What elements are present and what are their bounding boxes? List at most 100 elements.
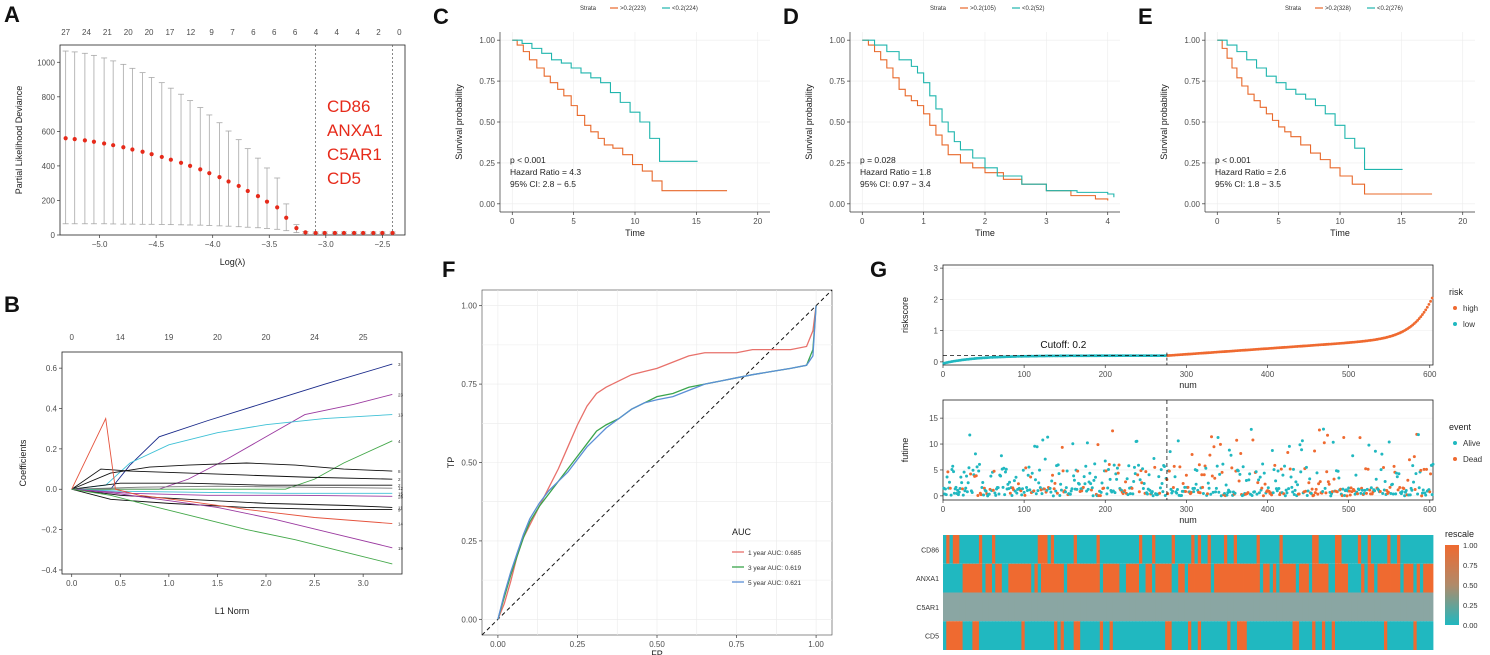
- panel-g2-futime-point: [1141, 467, 1145, 471]
- panel-g3-heat-cell: [1302, 621, 1306, 650]
- panel-g1-risk-point: [1419, 315, 1423, 319]
- panel-g3-heat-cell: [1243, 621, 1248, 650]
- panel-g3-heat-cell: [1210, 535, 1215, 564]
- panel-g3-heat-cell: [1223, 563, 1228, 593]
- panel-a-point: [255, 194, 261, 199]
- panel-a-frame: [59, 44, 406, 236]
- panel-g2-futime-point: [1317, 482, 1321, 486]
- panel-g3-heat-cell: [1240, 592, 1244, 622]
- panel-g3-heat-cell: [1197, 563, 1202, 593]
- panel-g3-heat-cell: [956, 563, 960, 593]
- panel-g2-futime-point: [977, 469, 981, 473]
- panel-g2-futime-point: [1261, 494, 1265, 498]
- panel-g3-heat-cell: [972, 535, 977, 564]
- km-E-ytick-label: 1.00: [1184, 36, 1200, 45]
- panel-g2-futime-point: [1210, 474, 1214, 478]
- panel-g3-heat-cell: [1122, 563, 1127, 593]
- panel-g2-futime-point: [1237, 479, 1241, 483]
- panel-b-coef-path-s5: [71, 462, 393, 490]
- panel-g3-heat-cell: [962, 563, 967, 593]
- panel-g3-heat-cell: [1112, 621, 1117, 650]
- panel-g3-heat-cell: [1321, 535, 1326, 564]
- panel-g2-futime-point: [1086, 487, 1090, 491]
- panel-g3-heat-cell: [1129, 563, 1133, 593]
- panel-g2-futime-point: [1055, 491, 1059, 495]
- panel-a-top-tick: 12: [186, 28, 195, 37]
- panel-g2-futime-point: [1386, 490, 1390, 494]
- panel-g3-heat-cell: [1041, 563, 1045, 593]
- panel-a-point: [63, 136, 68, 141]
- panel-g2-futime-point: [1316, 492, 1320, 496]
- panel-g3-heat-cell: [972, 621, 977, 650]
- panel-g3-heat-cell: [1139, 592, 1143, 622]
- panel-g2-futime-point: [965, 490, 969, 494]
- panel-g3-heat-cell: [1357, 563, 1362, 593]
- panel-g3-heat-cell: [1158, 563, 1163, 593]
- panel-g3-heat-cell: [1099, 621, 1104, 650]
- panel-g3-heat-cell: [982, 592, 986, 622]
- panel-g2-futime-point: [1356, 492, 1360, 496]
- panel-g3-heat-cell: [1286, 621, 1290, 650]
- panel-g3-heat-cell: [1263, 535, 1267, 564]
- panel-g3-heat-cell: [1233, 563, 1238, 593]
- panel-a-point: [121, 145, 126, 150]
- panel-a-ytick-label: 800: [42, 93, 56, 102]
- panel-g2-futime-point: [1028, 488, 1032, 492]
- panel-g2-futime-point: [1201, 485, 1205, 489]
- panel-g3-heat-cell: [1354, 563, 1359, 593]
- panel-a-point: [275, 205, 280, 210]
- panel-g3-heat-cell: [1351, 592, 1355, 622]
- panel-g2-futime-point: [1416, 492, 1420, 496]
- panel-g3-heat-cell: [1413, 621, 1418, 650]
- panel-g2-futime-point: [960, 481, 964, 485]
- panel-a-point: [284, 215, 289, 220]
- panel-g2-futime-point: [1173, 475, 1177, 479]
- panel-g2-futime-point: [1291, 467, 1295, 471]
- panel-g3-heat-cell: [1034, 535, 1039, 564]
- panel-g2-futime-point: [991, 488, 995, 492]
- panel-g2-futime-point: [1059, 482, 1063, 486]
- panel-g2-futime-point: [1389, 492, 1393, 496]
- panel-g3-heat-cell: [1122, 535, 1127, 564]
- panel-g2-futime-point: [1168, 450, 1172, 454]
- panel-f-xtick-label: 0.75: [729, 640, 745, 649]
- panel-g3-heat-cell: [998, 535, 1003, 564]
- panel-g3-heat-cell: [1220, 592, 1225, 622]
- panel-g3-heat-cell: [1312, 592, 1316, 622]
- panel-g2-futime-point: [1235, 438, 1239, 442]
- panel-g2-futime-point: [1287, 487, 1291, 491]
- panel-g3-heat-cell: [1384, 563, 1388, 593]
- panel-g3-heat-cell: [1129, 592, 1133, 622]
- panel-g3-heat-cell: [975, 563, 980, 593]
- panel-g2-futime-point: [1304, 489, 1308, 493]
- panel-g3-heat-cell: [1109, 592, 1114, 622]
- panel-g3-heat-cell: [1387, 592, 1391, 622]
- panel-g2-futime-point: [1180, 493, 1184, 497]
- panel-b-xtick-label: 2.0: [260, 579, 272, 588]
- panel-g3-heat-cell: [1406, 535, 1411, 564]
- panel-f-legend-title: AUC: [732, 527, 752, 537]
- panel-g2-futime-point: [961, 493, 965, 497]
- panel-g3-heat-cell: [1397, 563, 1401, 593]
- panel-g3-heat-cell: [1011, 592, 1016, 622]
- panel-g3-heat-cell: [1207, 535, 1212, 564]
- panel-g3-heat-cell: [962, 621, 967, 650]
- panel-g2-futime-point: [1148, 488, 1152, 492]
- panel-g3-heat-cell: [1024, 621, 1029, 650]
- panel-g3-heat-cell: [1400, 621, 1404, 650]
- panel-g3-heat-cell: [959, 592, 963, 622]
- panel-g3-heat-cell: [1050, 592, 1055, 622]
- panel-g2-futime-point: [1050, 479, 1054, 483]
- panel-g2-futime-point: [993, 491, 997, 495]
- panel-g2-futime-point: [1008, 480, 1012, 484]
- panel-g3-heat-cell: [1393, 535, 1398, 564]
- panel-g3-heat-cell: [1259, 535, 1264, 564]
- panel-g2-futime-point: [1058, 494, 1062, 498]
- panel-b-label: B: [4, 292, 20, 317]
- panel-g3-heat-cell: [1001, 563, 1006, 593]
- panel-g3-heat-cell: [1060, 535, 1065, 564]
- panel-g3-heat-cell: [1380, 535, 1385, 564]
- panel-g2-futime-point: [974, 474, 978, 478]
- panel-g3-heat-cell: [969, 621, 973, 650]
- panel-g3-heat-cell: [1083, 592, 1088, 622]
